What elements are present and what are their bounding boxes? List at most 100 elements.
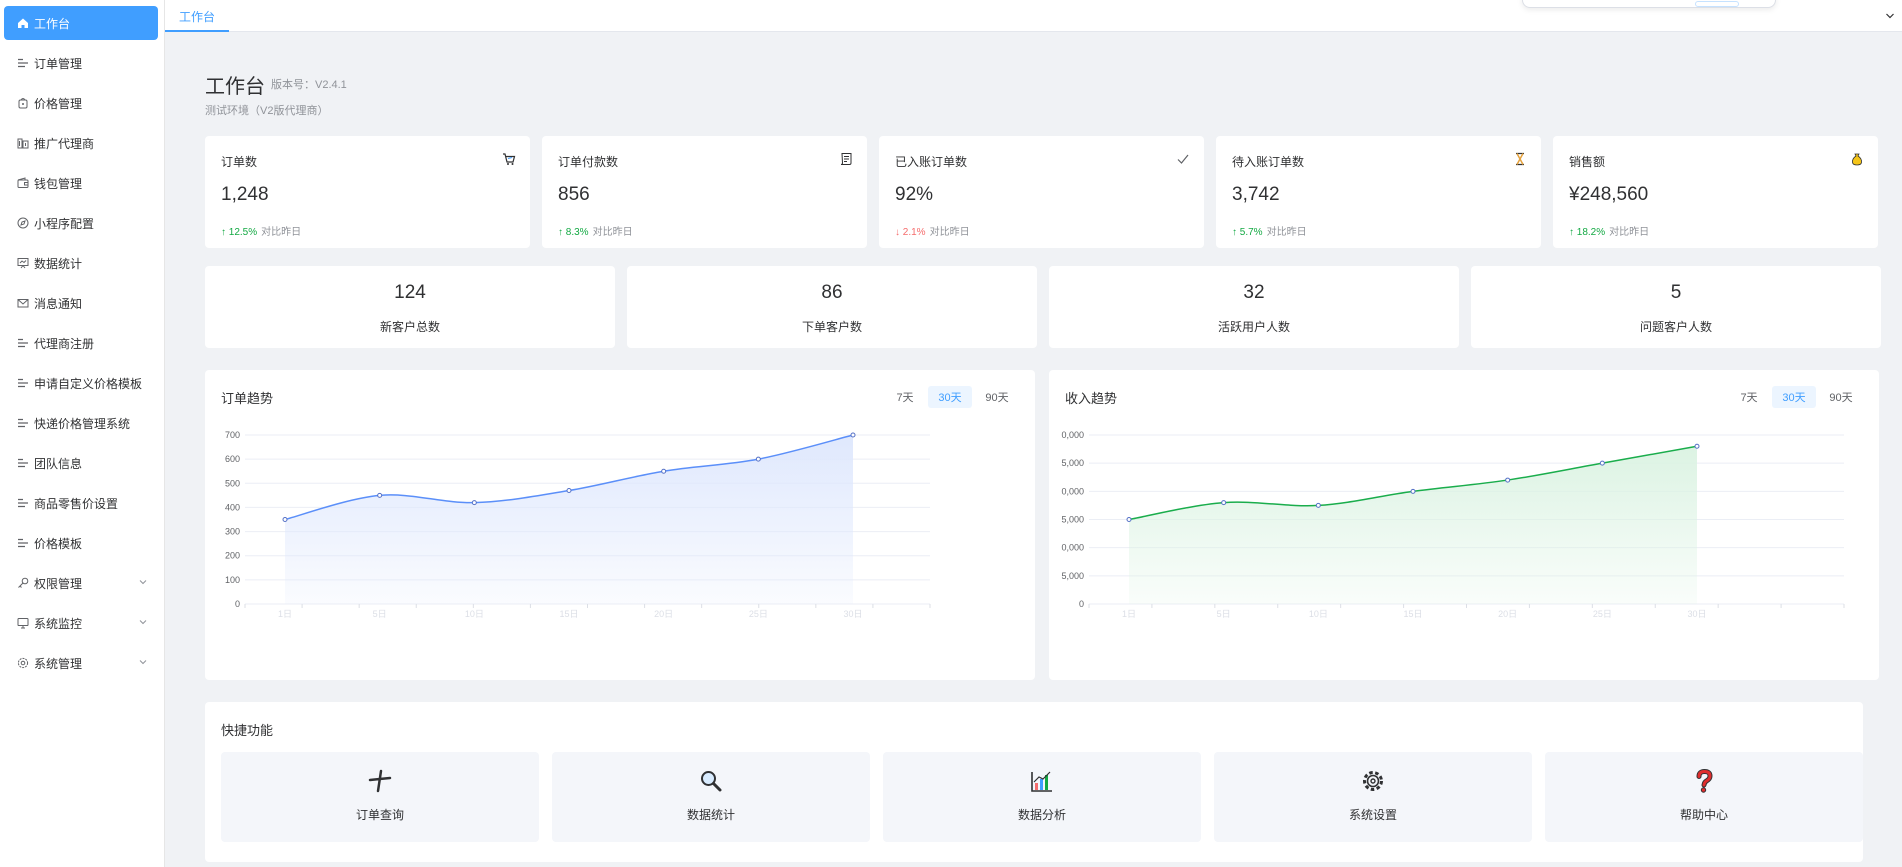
sidebar-item-wallet[interactable]: 钱包管理: [4, 166, 158, 200]
data-point: [1505, 477, 1511, 483]
series-area: [285, 435, 853, 604]
range-30d-button[interactable]: 30天: [928, 386, 972, 408]
sidebar-item-workbench[interactable]: 工作台: [4, 6, 158, 40]
series-area: [1129, 446, 1697, 604]
stat-card-settled-orders: 已入账订单数 92% ↓ 2.1% 对比昨日: [879, 136, 1204, 248]
customer-value: 5: [1670, 282, 1682, 303]
stat-change-value: ↑ 12.5%: [221, 227, 258, 238]
quick-help-center-button[interactable]: 帮助中心: [1545, 752, 1863, 842]
sidebar-item-label: 系统管理: [34, 656, 83, 671]
dropdown-popover: [1522, 0, 1776, 8]
x-tick-label: 30日: [1687, 609, 1706, 619]
sidebar-item-monitor[interactable]: 系统监控: [4, 606, 158, 640]
customer-card-active: 32 活跃用户人数: [1049, 266, 1459, 348]
range-90d-button[interactable]: 90天: [1829, 392, 1853, 404]
cart-icon: [503, 153, 516, 165]
list-icon: [16, 457, 29, 470]
sidebar-item-promoter[interactable]: 推广代理商: [4, 126, 158, 160]
sidebar-item-statistics[interactable]: 数据统计: [4, 246, 158, 280]
data-point: [282, 517, 288, 522]
x-tick-label: 1日: [1122, 609, 1136, 619]
sidebar-item-custom-price-template[interactable]: 申请自定义价格模板: [4, 366, 158, 400]
chart-title: 订单趋势: [221, 391, 274, 406]
sidebar-item-label: 小程序配置: [34, 216, 95, 231]
revenue-trend-chart: 0 5,000 0,000 5,000 0,000 5,000 0,000 1日 5日 10日 15…: [1061, 430, 1845, 619]
data-point: [1221, 500, 1227, 506]
popover-button[interactable]: [1695, 1, 1739, 7]
sidebar-item-label: 订单管理: [34, 56, 83, 71]
range-90d-button[interactable]: 90天: [985, 392, 1009, 404]
y-tick-label: 0: [235, 599, 240, 609]
sidebar-item-label: 权限管理: [34, 576, 83, 591]
y-tick-label: 0,000: [1061, 486, 1084, 496]
sidebar-item-label: 数据统计: [34, 256, 83, 271]
sidebar-item-label: 工作台: [34, 16, 71, 31]
sidebar-item-price[interactable]: 价格管理: [4, 86, 158, 120]
sidebar-item-label: 代理商注册: [34, 336, 95, 351]
customer-label: 问题客户人数: [1639, 320, 1712, 334]
bar-chart-icon: [1031, 771, 1052, 792]
data-point: [850, 432, 856, 438]
sidebar-item-agent-register[interactable]: 代理商注册: [4, 326, 158, 360]
sidebar-item-orders[interactable]: 订单管理: [4, 46, 158, 80]
environment-label: 测试环境（V2版代理商）: [205, 105, 329, 117]
x-tick-label: 5日: [1217, 609, 1231, 619]
tab-workbench[interactable]: 工作台: [165, 0, 230, 32]
range-7d-button[interactable]: 7天: [1740, 392, 1758, 404]
version-label: 版本号：V2.4.1: [271, 79, 347, 91]
sidebar-item-price-template[interactable]: 价格模板: [4, 526, 158, 560]
sidebar-item-label: 价格模板: [34, 536, 83, 551]
list-icon: [16, 57, 29, 70]
list-icon: [16, 377, 29, 390]
customer-value: 86: [821, 282, 843, 303]
sidebar-item-label: 快递价格管理系统: [34, 416, 131, 431]
sidebar-item-system[interactable]: 系统管理: [4, 646, 158, 680]
sidebar-item-permissions[interactable]: 权限管理: [4, 566, 158, 600]
list-icon: [16, 337, 29, 350]
data-board-icon: [16, 257, 29, 270]
chevron-down-icon: [139, 660, 147, 665]
stat-change: ↑ 12.5% 对比昨日: [221, 223, 301, 238]
sidebar-item-messages[interactable]: 消息通知: [4, 286, 158, 320]
tab-bar: 工作台: [165, 0, 1902, 32]
sidebar-item-express-price[interactable]: 快递价格管理系统: [4, 406, 158, 440]
wallet-icon: [16, 177, 29, 190]
key-icon: [16, 577, 29, 590]
x-tick-label: 25日: [749, 609, 768, 619]
stat-label: 已入账订单数: [895, 155, 968, 169]
data-point: [661, 468, 667, 474]
range-30d-button[interactable]: 30天: [1772, 386, 1816, 408]
range-7d-button[interactable]: 7天: [896, 392, 914, 404]
quick-functions-card: 快捷功能 订单查询 数据统计 数据分析 系统设置 帮助中心: [205, 702, 1863, 862]
x-tick-label: 5日: [373, 609, 387, 619]
main-content: 工作台 版本号：V2.4.1 测试环境（V2版代理商） 订单数 1,248 ↑ …: [185, 48, 1898, 867]
quick-data-stats-button[interactable]: 数据统计: [552, 752, 870, 842]
chart-title: 收入趋势: [1065, 391, 1118, 406]
x-tick-label: 30日: [843, 609, 862, 619]
y-tick-label: 600: [225, 454, 240, 464]
sidebar-item-team[interactable]: 团队信息: [4, 446, 158, 480]
stat-compare: 对比昨日: [1609, 227, 1650, 238]
stat-compare: 对比昨日: [261, 227, 302, 238]
chevron-down-icon[interactable]: [1884, 10, 1896, 22]
sidebar-item-miniprogram[interactable]: 小程序配置: [4, 206, 158, 240]
hourglass-icon: [1516, 152, 1524, 166]
quick-label: 数据分析: [1017, 808, 1066, 822]
gear-icon: [16, 657, 29, 670]
quick-order-query-button[interactable]: 订单查询: [221, 752, 539, 842]
receipt-icon: [840, 153, 852, 165]
x-tick-label: 15日: [559, 609, 578, 619]
home-icon: [16, 17, 29, 30]
quick-system-settings-button[interactable]: 系统设置: [1214, 752, 1532, 842]
sidebar-item-label: 系统监控: [34, 616, 83, 631]
data-point: [1599, 460, 1605, 466]
sidebar-item-label: 消息通知: [34, 296, 83, 311]
stat-label: 待入账订单数: [1232, 155, 1305, 169]
quick-data-analysis-button[interactable]: 数据分析: [883, 752, 1201, 842]
sidebar-item-retail-price[interactable]: 商品零售价设置: [4, 486, 158, 520]
customer-label: 新客户总数: [379, 320, 440, 334]
y-tick-label: 700: [225, 430, 240, 440]
list-icon: [16, 417, 29, 430]
sidebar-item-label: 钱包管理: [34, 176, 83, 191]
quick-label: 数据统计: [686, 808, 735, 822]
